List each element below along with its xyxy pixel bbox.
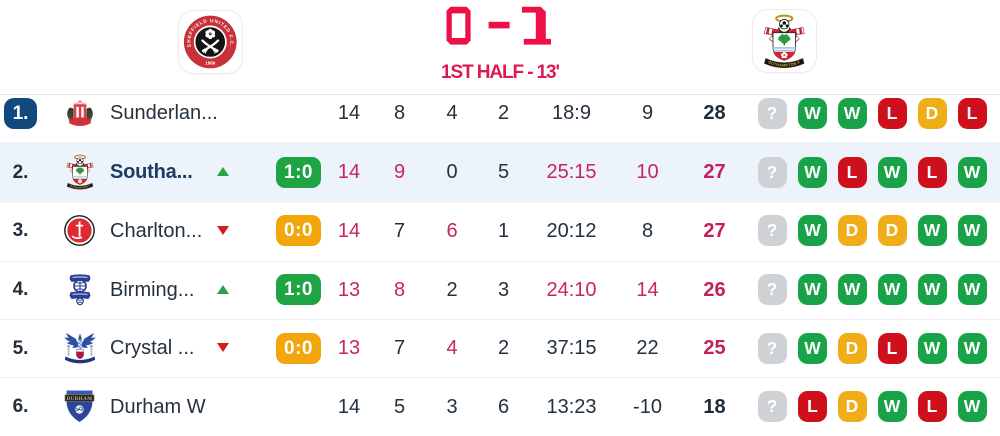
- svg-text:1889: 1889: [205, 60, 215, 65]
- svg-text:DURHAM: DURHAM: [66, 397, 92, 402]
